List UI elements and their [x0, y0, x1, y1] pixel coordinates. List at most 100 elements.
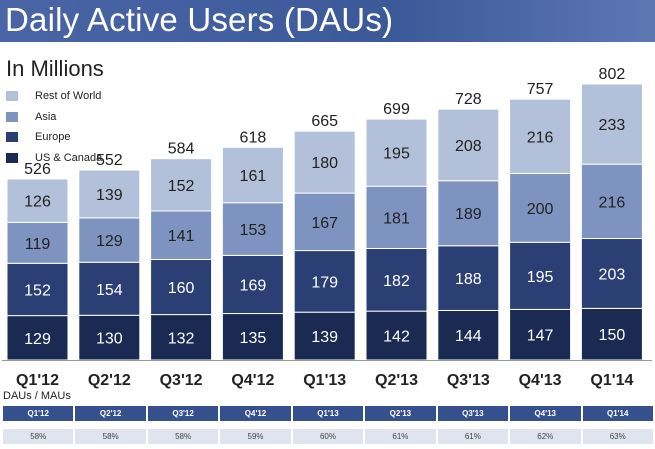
segment-label: 132 [168, 330, 195, 347]
legend-item-europe: Europe [6, 127, 102, 148]
x-tick-label: Q4'13 [519, 372, 562, 389]
segment-label: 195 [383, 146, 410, 163]
segment-label: 216 [599, 194, 626, 211]
bar-segment [437, 309, 500, 361]
bar-segment [580, 83, 643, 165]
ratio-table-header: Q1'12 Q2'12 Q3'12 Q4'12 Q1'13 Q2'13 Q3'13 Q4'13… [3, 406, 655, 421]
total-label: 699 [383, 101, 410, 118]
bar-segment [437, 108, 500, 182]
segment-label: 129 [24, 331, 51, 348]
segment-label: 147 [527, 328, 554, 345]
ratio-table-value: 59% [220, 429, 291, 444]
bar-segment [580, 163, 643, 240]
bar-segment [509, 98, 572, 174]
segment-label: 153 [240, 222, 267, 239]
ratio-table-values: 58% 58% 58% 59% 60% 61% 61% 62% 63% [3, 429, 655, 444]
x-tick-label: Q2'12 [88, 372, 131, 389]
segment-label: 181 [383, 210, 410, 227]
x-tick-label: Q1'14 [590, 372, 633, 389]
legend-swatch [6, 91, 18, 102]
total-label: 584 [168, 141, 195, 158]
legend-label: Asia [35, 110, 57, 123]
x-tick-label: Q1'13 [303, 372, 346, 389]
bar-segment [293, 192, 356, 252]
x-tick-label: Q4'12 [231, 372, 274, 389]
chart-subtitle: In Millions [6, 56, 104, 81]
ratio-table-quarter: Q2'13 [365, 406, 436, 421]
ratio-table-quarter: Q1'12 [3, 406, 74, 421]
chart-legend: Rest of World Asia Europe US & Canada [6, 86, 102, 168]
total-label: 802 [599, 66, 626, 83]
bar-segment [365, 185, 428, 249]
legend-swatch [6, 132, 18, 143]
ratio-table-quarter: Q1'13 [292, 406, 364, 421]
bar-segment [150, 259, 213, 316]
segment-label: 139 [311, 329, 338, 346]
stacked-bar-chart: 129 152 119 126 526 Q1'12 130 154 129 139 552 Q2'12… [2, 66, 652, 389]
ratio-table-quarter: Q3'13 [437, 406, 509, 421]
segment-label: 233 [599, 117, 626, 134]
bar-segment [365, 247, 428, 312]
total-label: 526 [24, 161, 51, 178]
segment-label: 144 [455, 328, 482, 345]
bar-segment [78, 169, 141, 219]
bar-segment [6, 262, 69, 317]
segment-label: 161 [240, 168, 267, 185]
segment-label: 182 [383, 273, 410, 290]
title-banner: Daily Active Users (DAUs) [0, 0, 655, 42]
segment-label: 203 [599, 266, 626, 283]
segment-label: 188 [455, 271, 482, 288]
legend-label: US & Canada [35, 151, 103, 164]
total-label: 665 [311, 113, 338, 130]
bar-segment [78, 217, 141, 263]
bar-segment [365, 118, 428, 187]
ratio-table-value: 60% [292, 429, 364, 444]
ratio-table-value: 61% [437, 429, 509, 444]
ratio-table: Q1'12 Q2'12 Q3'12 Q4'12 Q1'13 Q2'13 Q3'13 Q4'13… [3, 406, 655, 444]
total-label: 728 [455, 91, 482, 108]
ratio-table-quarter: Q2'12 [75, 406, 146, 421]
bar-segment [580, 307, 643, 361]
segment-label: 130 [96, 331, 123, 348]
total-label: 552 [96, 152, 123, 169]
ratio-table-quarter: Q4'12 [220, 406, 291, 421]
segment-label: 152 [168, 178, 195, 195]
ratio-table-label: DAUs / MAUs [3, 390, 71, 402]
ratio-table-quarter: Q1'14 [582, 406, 653, 421]
segment-label: 169 [240, 277, 267, 294]
segment-label: 167 [311, 215, 338, 232]
bar-segment [437, 180, 500, 247]
bar-segment [6, 178, 69, 223]
x-tick-label: Q3'12 [160, 372, 203, 389]
segment-label: 179 [311, 274, 338, 291]
total-label: 618 [240, 129, 267, 146]
ratio-table-value: 58% [3, 429, 74, 444]
bar-segment [150, 210, 213, 261]
segment-label: 180 [311, 155, 338, 172]
ratio-table-value: 58% [147, 429, 219, 444]
segment-label: 200 [527, 201, 554, 218]
x-tick-label: Q3'13 [447, 372, 490, 389]
segment-label: 154 [96, 282, 123, 299]
x-tick-label: Q2'13 [375, 372, 418, 389]
bar-segment [293, 311, 356, 361]
ratio-table-value: 62% [510, 429, 581, 444]
bar-segment [580, 238, 643, 309]
segment-label: 216 [527, 129, 554, 146]
segment-label: 160 [168, 280, 195, 297]
bar-segment [293, 130, 356, 194]
segment-label: 126 [24, 194, 51, 211]
segment-label: 119 [25, 236, 51, 253]
ratio-table-value: 58% [75, 429, 146, 444]
legend-label: Europe [35, 131, 71, 144]
segment-label: 135 [240, 330, 267, 347]
bar-segment [78, 314, 141, 361]
legend-swatch [6, 111, 18, 122]
legend-item-rest-of-world: Rest of World [6, 86, 102, 107]
ratio-table-value: 61% [365, 429, 436, 444]
chart-title: Daily Active Users (DAUs) [5, 1, 394, 38]
legend-item-asia: Asia [6, 107, 102, 128]
segment-label: 141 [168, 228, 195, 245]
legend-item-us-canada: US & Canada [6, 148, 102, 169]
segment-label: 208 [455, 138, 482, 155]
